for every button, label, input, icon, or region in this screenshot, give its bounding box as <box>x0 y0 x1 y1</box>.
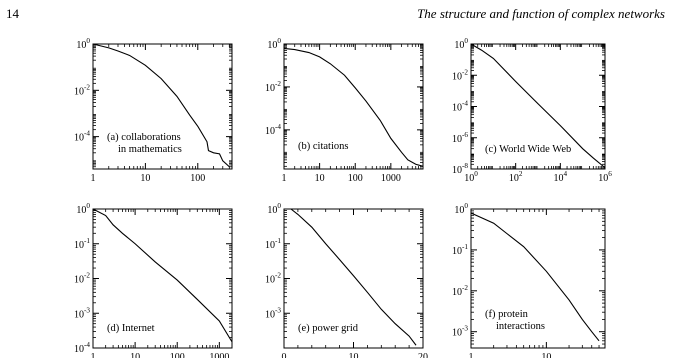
y-tick-label: 10-2 <box>74 83 90 97</box>
x-tick-label: 10 <box>140 173 150 184</box>
x-tick-label: 10 <box>541 352 551 358</box>
y-tick-label: 10-2 <box>452 284 468 298</box>
y-tick-label: 100 <box>76 37 90 51</box>
y-tick-label: 10-6 <box>452 131 468 145</box>
panel-label: (b) citations <box>298 141 348 152</box>
x-tick-label: 10 <box>315 173 325 184</box>
y-tick-label: 100 <box>267 202 281 216</box>
x-tick-label: 1 <box>282 173 287 184</box>
y-tick-label: 10-4 <box>74 341 90 355</box>
page-number: 14 <box>6 6 19 21</box>
y-tick-label: 100 <box>76 202 90 216</box>
x-tick-label: 1 <box>91 173 96 184</box>
y-tick-label: 10-4 <box>265 123 281 137</box>
y-tick-label: 10-1 <box>74 237 90 251</box>
panel-label: (a) collaborations in mathematics <box>107 132 182 155</box>
panel-a: 1 10 100 100 10-2 10-4 (a) collaborations in ma… <box>74 37 233 184</box>
panel-c: 100 102 104 106 100 10-2 10-4 10-6 10-8 (c) World… <box>452 37 612 184</box>
x-tick-label: 100 <box>348 173 363 184</box>
y-tick-label: 10-1 <box>265 237 281 251</box>
y-tick-label: 10-4 <box>74 130 90 144</box>
x-tick-label: 100 <box>170 352 185 358</box>
distribution-curve <box>92 208 233 343</box>
distribution-curve <box>470 43 606 169</box>
x-tick-label: 1000 <box>209 352 229 358</box>
x-tick-label: 1 <box>469 352 474 358</box>
y-tick-label: 10-1 <box>452 243 468 257</box>
y-tick-label: 100 <box>267 37 281 51</box>
y-tick-label: 10-4 <box>452 100 468 114</box>
y-tick-label: 10-3 <box>452 325 468 339</box>
x-tick-label: 1000 <box>381 173 401 184</box>
x-tick-label: 102 <box>509 170 523 184</box>
x-tick-label: 0 <box>282 352 287 358</box>
x-tick-label: 1 <box>91 352 96 358</box>
y-tick-label: 100 <box>454 202 468 216</box>
distribution-curve <box>290 208 417 346</box>
x-tick-label: 20 <box>418 352 428 358</box>
y-tick-label: 10-8 <box>452 162 468 176</box>
distribution-curve <box>92 43 230 168</box>
x-tick-label: 100 <box>190 173 205 184</box>
panel-d: 1 10 100 1000 100 10-1 10-2 10-3 10-4 (d) Interne… <box>74 202 233 358</box>
x-tick-label: 100 <box>464 170 478 184</box>
panel-label: (d) Internet <box>107 323 155 334</box>
y-tick-label: 10-3 <box>265 306 281 320</box>
y-tick-label: 10-2 <box>265 80 281 94</box>
panel-label: (f) protein interactions <box>485 309 545 332</box>
panel-label: (e) power grid <box>298 323 359 334</box>
running-head: The structure and function of complex ne… <box>417 6 665 21</box>
x-tick-label: 10 <box>130 352 140 358</box>
x-tick-label: 106 <box>598 170 612 184</box>
y-tick-label: 10-2 <box>265 272 281 286</box>
distribution-curve <box>283 47 424 167</box>
panel-label: (c) World Wide Web <box>485 144 571 155</box>
y-tick-label: 10-2 <box>452 68 468 82</box>
panel-f: 1 10 100 10-1 10-2 10-3 (f) protein interaction… <box>452 202 606 358</box>
panel-b: 1 10 100 1000 100 10-2 10-4 (b) citations <box>265 37 424 184</box>
x-tick-label: 104 <box>554 170 568 184</box>
y-tick-label: 10-2 <box>74 272 90 286</box>
panel-e: 0 10 20 100 10-1 10-2 10-3 (e) power grid <box>265 202 428 358</box>
x-tick-label: 10 <box>349 352 359 358</box>
distribution-curve <box>470 212 600 342</box>
y-tick-label: 10-3 <box>74 306 90 320</box>
y-tick-label: 100 <box>454 37 468 51</box>
